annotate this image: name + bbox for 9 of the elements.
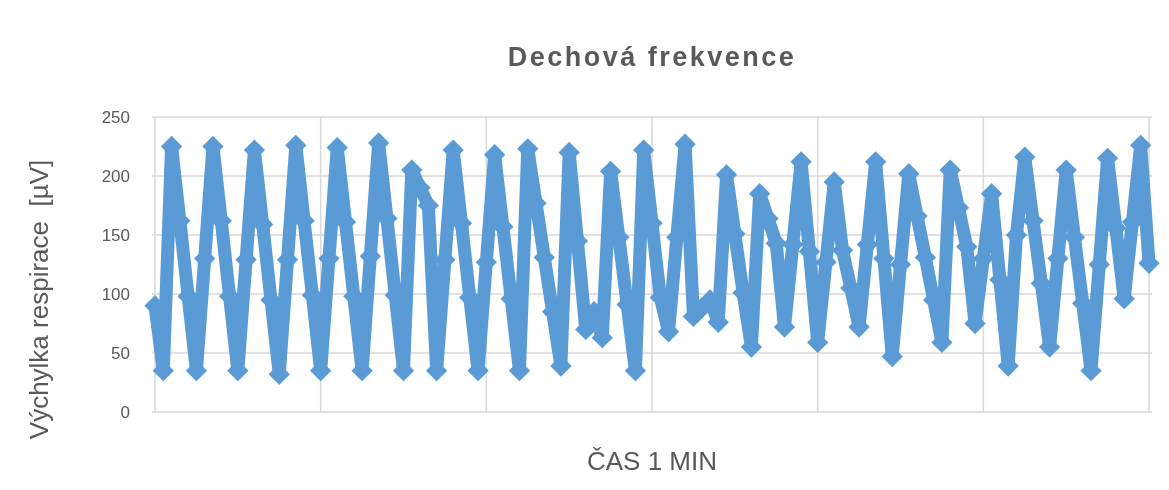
chart-title: Dechová frekvence bbox=[507, 42, 797, 72]
y-tick-label: 150 bbox=[101, 225, 130, 245]
x-axis-title: ČAS 1 MIN bbox=[586, 446, 718, 476]
y-tick-label: 50 bbox=[111, 343, 130, 363]
y-tick-label: 200 bbox=[101, 166, 130, 186]
y-axis-title: Výchylka respirace [µV] bbox=[24, 159, 54, 440]
y-tick-label: 100 bbox=[101, 284, 130, 304]
y-tick-label: 0 bbox=[120, 402, 130, 422]
y-tick-label: 250 bbox=[101, 107, 130, 127]
